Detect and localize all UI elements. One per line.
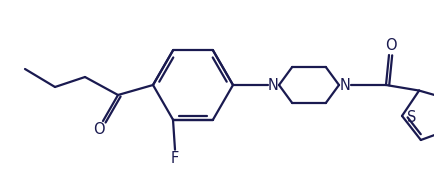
Text: O: O — [93, 122, 105, 137]
Text: N: N — [267, 78, 278, 93]
Text: S: S — [406, 110, 416, 125]
Text: F: F — [171, 151, 179, 166]
Text: O: O — [384, 38, 396, 53]
Text: N: N — [339, 78, 350, 93]
